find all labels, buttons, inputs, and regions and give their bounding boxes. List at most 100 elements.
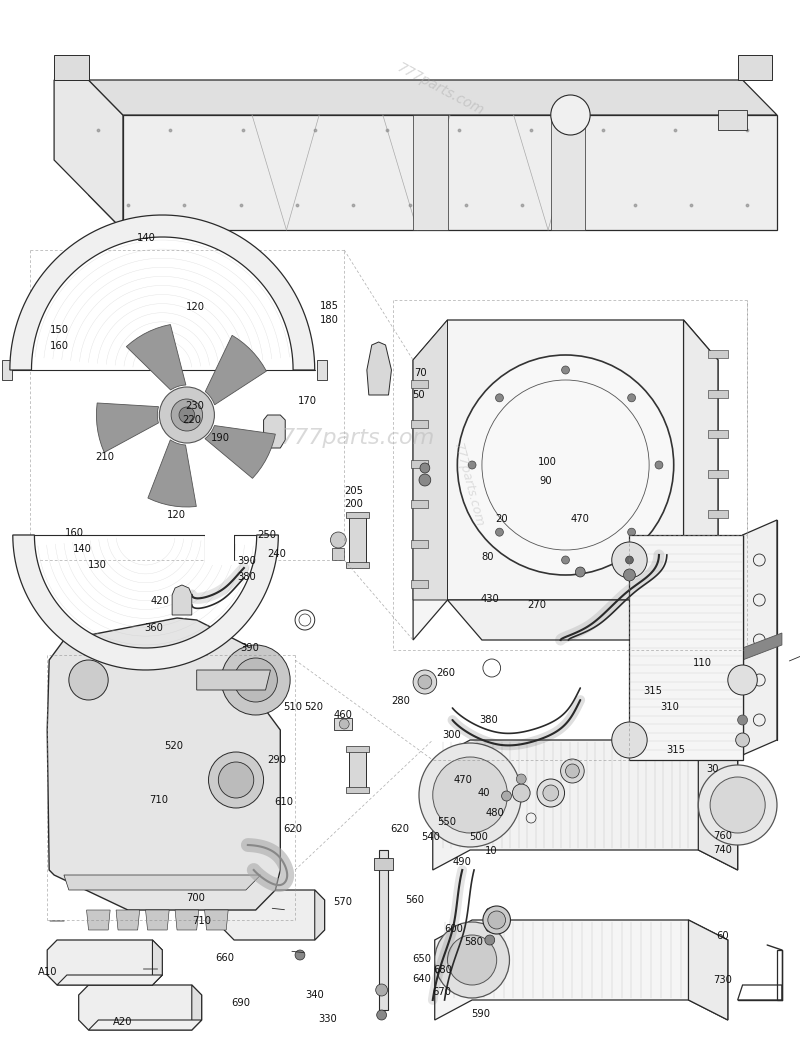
Polygon shape <box>97 403 158 453</box>
Text: 340: 340 <box>306 990 324 1000</box>
Text: 20: 20 <box>496 514 508 524</box>
Polygon shape <box>367 342 391 395</box>
Text: 290: 290 <box>267 754 286 765</box>
Polygon shape <box>374 858 394 870</box>
Polygon shape <box>54 55 89 80</box>
Text: 740: 740 <box>713 845 732 856</box>
Text: 390: 390 <box>240 642 259 653</box>
Polygon shape <box>59 705 266 735</box>
Text: 200: 200 <box>344 499 362 510</box>
Text: 140: 140 <box>137 233 156 244</box>
Text: 100: 100 <box>538 457 557 467</box>
Circle shape <box>295 950 305 960</box>
Polygon shape <box>334 718 352 730</box>
Text: 660: 660 <box>215 953 234 963</box>
Text: 330: 330 <box>318 1014 337 1024</box>
Circle shape <box>612 542 647 578</box>
Polygon shape <box>411 500 428 509</box>
Text: 160: 160 <box>50 341 69 351</box>
Polygon shape <box>411 420 428 428</box>
Text: 620: 620 <box>283 824 302 835</box>
Circle shape <box>179 407 194 423</box>
Polygon shape <box>708 430 728 438</box>
Text: 500: 500 <box>469 831 488 842</box>
Text: 380: 380 <box>238 572 256 582</box>
Text: 80: 80 <box>482 552 494 562</box>
Text: 777parts.com: 777parts.com <box>281 428 435 447</box>
Polygon shape <box>346 787 369 793</box>
Polygon shape <box>434 920 728 1020</box>
Text: 470: 470 <box>570 514 590 524</box>
Text: 550: 550 <box>438 817 457 827</box>
Polygon shape <box>2 360 12 380</box>
Polygon shape <box>349 515 366 565</box>
Circle shape <box>485 935 494 945</box>
Circle shape <box>513 784 530 802</box>
Circle shape <box>575 567 586 577</box>
Polygon shape <box>708 590 728 598</box>
Text: 120: 120 <box>167 510 186 520</box>
Polygon shape <box>205 530 234 565</box>
Circle shape <box>488 912 506 929</box>
Polygon shape <box>54 80 123 230</box>
Polygon shape <box>349 748 366 790</box>
Polygon shape <box>47 618 280 910</box>
Text: 540: 540 <box>421 831 440 842</box>
Polygon shape <box>411 380 428 388</box>
Text: A10: A10 <box>38 966 58 977</box>
Polygon shape <box>708 390 728 398</box>
Polygon shape <box>718 110 747 130</box>
Text: 710: 710 <box>192 916 211 926</box>
Text: 240: 240 <box>267 549 286 559</box>
Polygon shape <box>89 1020 202 1030</box>
Circle shape <box>612 722 647 757</box>
Polygon shape <box>314 890 325 940</box>
Text: 50: 50 <box>412 389 425 400</box>
Text: 600: 600 <box>445 924 463 935</box>
Text: 60: 60 <box>716 931 729 941</box>
Polygon shape <box>447 600 718 640</box>
Circle shape <box>234 658 278 702</box>
Polygon shape <box>346 746 369 752</box>
Polygon shape <box>126 325 186 390</box>
Circle shape <box>495 529 503 536</box>
Circle shape <box>628 394 635 402</box>
Polygon shape <box>153 940 162 985</box>
Text: 610: 610 <box>274 797 293 807</box>
Text: 205: 205 <box>344 485 363 496</box>
Circle shape <box>561 759 584 783</box>
Circle shape <box>468 461 476 469</box>
Polygon shape <box>224 890 325 940</box>
Circle shape <box>419 743 522 847</box>
Text: 70: 70 <box>414 368 426 379</box>
Circle shape <box>377 1010 386 1020</box>
Polygon shape <box>708 469 728 478</box>
Circle shape <box>159 387 214 443</box>
Polygon shape <box>148 440 196 507</box>
Text: 380: 380 <box>479 714 498 725</box>
Text: A20: A20 <box>113 1017 132 1028</box>
Polygon shape <box>197 670 270 690</box>
Circle shape <box>486 908 494 916</box>
Circle shape <box>655 461 663 469</box>
Polygon shape <box>78 985 202 1030</box>
Circle shape <box>495 394 503 402</box>
Polygon shape <box>378 850 389 1010</box>
Polygon shape <box>47 940 162 985</box>
Circle shape <box>562 366 570 375</box>
Polygon shape <box>116 910 140 931</box>
Text: 430: 430 <box>481 594 499 605</box>
Polygon shape <box>64 875 261 890</box>
Text: 260: 260 <box>436 668 455 678</box>
Text: 30: 30 <box>706 764 719 774</box>
Polygon shape <box>59 825 266 855</box>
Text: 315: 315 <box>643 686 662 696</box>
Circle shape <box>447 935 497 985</box>
Polygon shape <box>689 920 728 1020</box>
Circle shape <box>698 765 777 845</box>
Circle shape <box>413 670 437 694</box>
Circle shape <box>433 757 507 833</box>
Polygon shape <box>59 745 266 775</box>
Polygon shape <box>708 510 728 518</box>
Text: 170: 170 <box>298 396 317 406</box>
